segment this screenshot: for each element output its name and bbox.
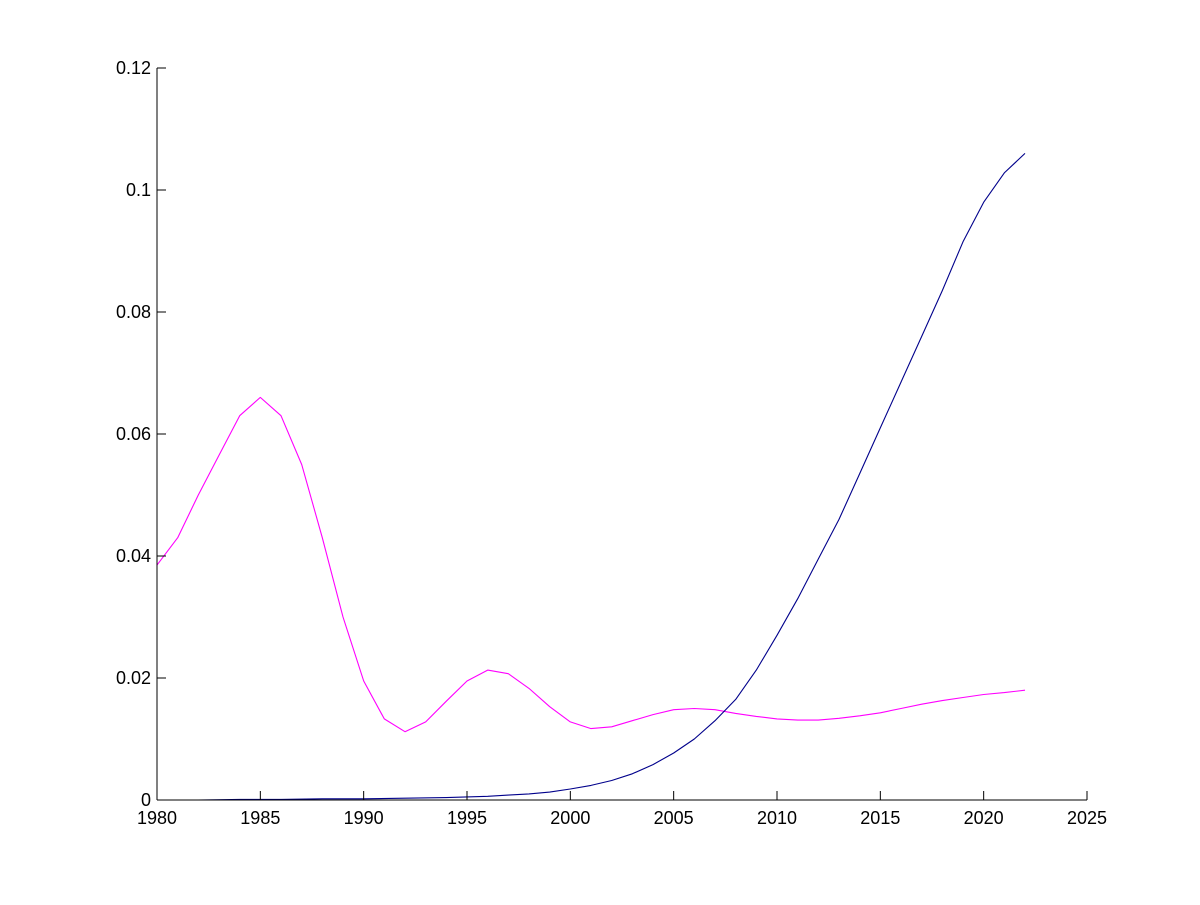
y-tick-label: 0.04 [116,546,151,566]
y-ticks: 0 0.02 0.04 0.06 0.08 0.1 0.12 [116,58,166,810]
x-tick-label: 1990 [344,808,384,828]
y-tick-label: 0 [141,790,151,810]
y-tick-label: 0.12 [116,58,151,78]
x-tick-label: 2025 [1067,808,1107,828]
series-layer [156,152,1026,801]
y-tick-label: 0.02 [116,668,151,688]
x-tick-label: 1985 [240,808,280,828]
series-line-2 [157,152,1026,801]
y-tick-label: 0.1 [126,180,151,200]
y-tick-label: 0.08 [116,302,151,322]
x-tick-label: 1980 [137,808,177,828]
series-line-1 [156,396,1026,733]
y-tick-label: 0.06 [116,424,151,444]
x-tick-label: 2000 [550,808,590,828]
x-tick-label: 2005 [654,808,694,828]
axes [156,68,1087,801]
x-tick-label: 2020 [964,808,1004,828]
x-tick-label: 2015 [860,808,900,828]
x-ticks: 1980 1985 1990 1995 2000 2005 2010 2015 2020 2025 [137,791,1107,828]
x-tick-label: 1995 [447,808,487,828]
x-tick-label: 2010 [757,808,797,828]
